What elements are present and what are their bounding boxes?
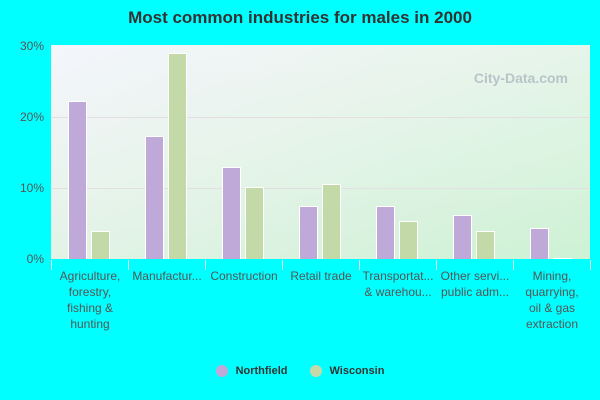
bar-wisconsin[interactable] <box>476 231 495 259</box>
gridline-20 <box>51 117 590 118</box>
bar-northfield[interactable] <box>376 206 395 259</box>
y-tick-0: 0% <box>26 252 44 266</box>
x-tick-label: Construction <box>210 269 278 283</box>
gridline-10 <box>51 188 590 189</box>
bar-wisconsin[interactable] <box>91 231 110 259</box>
legend-label: Northfield <box>235 365 288 377</box>
y-tick-30: 30% <box>19 39 44 53</box>
plot-area: City-Data.com <box>51 45 590 259</box>
watermark: City-Data.com <box>473 70 568 86</box>
bar-wisconsin[interactable] <box>322 184 341 259</box>
legend: Northfield Wisconsin <box>0 365 600 377</box>
wisconsin-swatch-icon <box>309 365 322 377</box>
bar-northfield[interactable] <box>453 215 472 259</box>
x-tick-mark <box>128 260 129 270</box>
x-tick-mark <box>590 260 591 270</box>
northfield-swatch-icon <box>215 365 228 377</box>
x-tick-label: Retail trade <box>290 269 352 283</box>
x-tick-label: Other servi... public adm... <box>440 269 510 299</box>
x-axis <box>51 259 590 260</box>
legend-item-wisconsin[interactable]: Wisconsin <box>309 365 385 377</box>
x-tick-label: Transportat... & warehou... <box>362 269 434 299</box>
bar-northfield[interactable] <box>68 101 87 259</box>
x-tick-label: Mining, quarrying, oil & gas extraction <box>525 269 579 331</box>
x-tick-mark <box>51 260 52 270</box>
legend-label: Wisconsin <box>329 365 385 377</box>
x-tick-mark <box>359 260 360 270</box>
bar-northfield[interactable] <box>222 167 241 259</box>
bar-northfield[interactable] <box>530 228 549 259</box>
x-tick-label: Agriculture, forestry, fishing & hunting <box>59 269 121 331</box>
legend-item-northfield[interactable]: Northfield <box>215 365 288 377</box>
x-tick-mark <box>282 260 283 270</box>
y-tick-10: 10% <box>19 181 44 195</box>
bar-wisconsin[interactable] <box>399 221 418 259</box>
bar-wisconsin[interactable] <box>245 187 264 259</box>
x-tick-label: Manufactur... <box>132 269 202 283</box>
bar-northfield[interactable] <box>299 206 318 259</box>
x-tick-mark <box>513 260 514 270</box>
y-tick-20: 20% <box>19 110 44 124</box>
bar-wisconsin[interactable] <box>168 53 187 259</box>
bar-northfield[interactable] <box>145 136 164 259</box>
bar-wisconsin[interactable] <box>553 258 572 259</box>
chart-title: Most common industries for males in 2000 <box>128 8 472 27</box>
x-tick-mark <box>205 260 206 270</box>
x-tick-mark <box>436 260 437 270</box>
